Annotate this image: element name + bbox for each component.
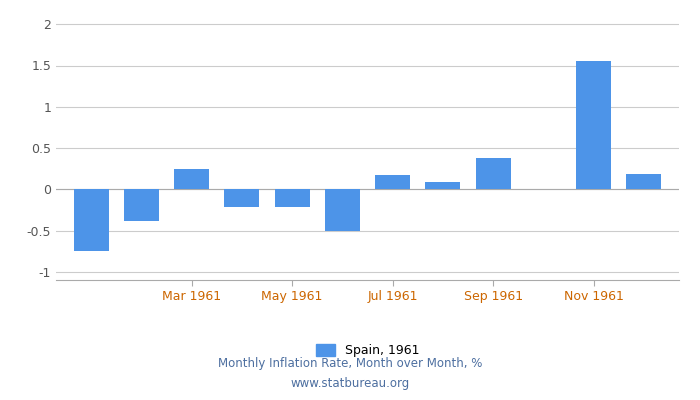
Bar [274, 189, 309, 207]
Bar [375, 175, 410, 189]
Bar [74, 189, 108, 251]
Bar [174, 169, 209, 189]
Bar [475, 158, 511, 189]
Bar [325, 189, 360, 230]
Bar [124, 189, 159, 221]
Text: Monthly Inflation Rate, Month over Month, %: Monthly Inflation Rate, Month over Month… [218, 358, 482, 370]
Bar [426, 182, 461, 189]
Text: www.statbureau.org: www.statbureau.org [290, 378, 410, 390]
Bar [224, 189, 260, 207]
Bar [626, 174, 662, 189]
Bar [576, 60, 611, 189]
Legend: Spain, 1961: Spain, 1961 [316, 344, 419, 357]
